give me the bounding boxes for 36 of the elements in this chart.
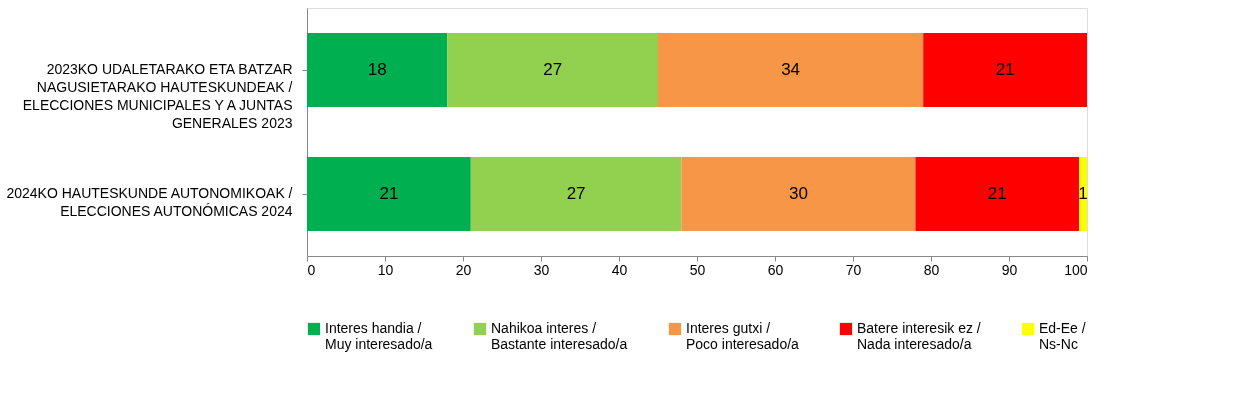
legend-label: Interes gutxi / Poco interesado/a bbox=[686, 320, 800, 352]
x-tick-label: 50 bbox=[689, 261, 706, 278]
x-tick-label: 10 bbox=[377, 261, 394, 278]
bar bbox=[681, 157, 916, 231]
bar bbox=[307, 157, 471, 231]
bar bbox=[447, 33, 658, 107]
bar bbox=[470, 157, 682, 231]
bar bbox=[1079, 157, 1087, 231]
x-tick-label: 80 bbox=[923, 261, 940, 278]
data-label: 34 bbox=[781, 60, 801, 79]
data-label: 21 bbox=[995, 60, 1015, 79]
bar bbox=[658, 33, 924, 107]
x-tick-label: 0 bbox=[307, 261, 316, 278]
data-label: 18 bbox=[367, 60, 387, 79]
x-tick-label: 30 bbox=[533, 261, 550, 278]
x-tick-label: 40 bbox=[611, 261, 628, 278]
data-label: 1 bbox=[1078, 184, 1088, 203]
bar bbox=[915, 157, 1080, 231]
bar bbox=[923, 33, 1087, 107]
x-tick-label: 70 bbox=[845, 261, 862, 278]
x-tick-label: 60 bbox=[767, 261, 784, 278]
legend-label: Nahikoa interes / Bastante interesado/a bbox=[491, 320, 628, 352]
data-label: 21 bbox=[379, 184, 399, 203]
data-label: 27 bbox=[543, 60, 563, 79]
data-label: 30 bbox=[788, 184, 808, 203]
x-tick-label: 90 bbox=[1001, 261, 1018, 278]
y-tick-label: 2024KO HAUTESKUNDE AUTONOMIKOAK / ELECCIONES AUTONÓMICAS 2024 bbox=[6, 185, 293, 219]
x-tick-label: 20 bbox=[455, 261, 472, 278]
legend-label: Batere interesik ez / Nada interesado/a bbox=[857, 320, 981, 352]
y-tick-label: 2023KO UDALETARAKO ETA BATZAR NAGUSIETARAKO HAUTESKUNDEAK / ELECCIONES MUNICIPALES Y A JUNTAS GENERALES 2023 bbox=[22, 61, 293, 131]
legend-label: Ed-Ee / Ns-Nc bbox=[1039, 320, 1086, 352]
legend-label: Interes handia / Muy interesado/a bbox=[325, 320, 433, 352]
x-tick-label: 100 bbox=[1064, 261, 1088, 278]
data-label: 27 bbox=[566, 184, 586, 203]
data-label: 21 bbox=[987, 184, 1007, 203]
bar bbox=[307, 33, 448, 107]
